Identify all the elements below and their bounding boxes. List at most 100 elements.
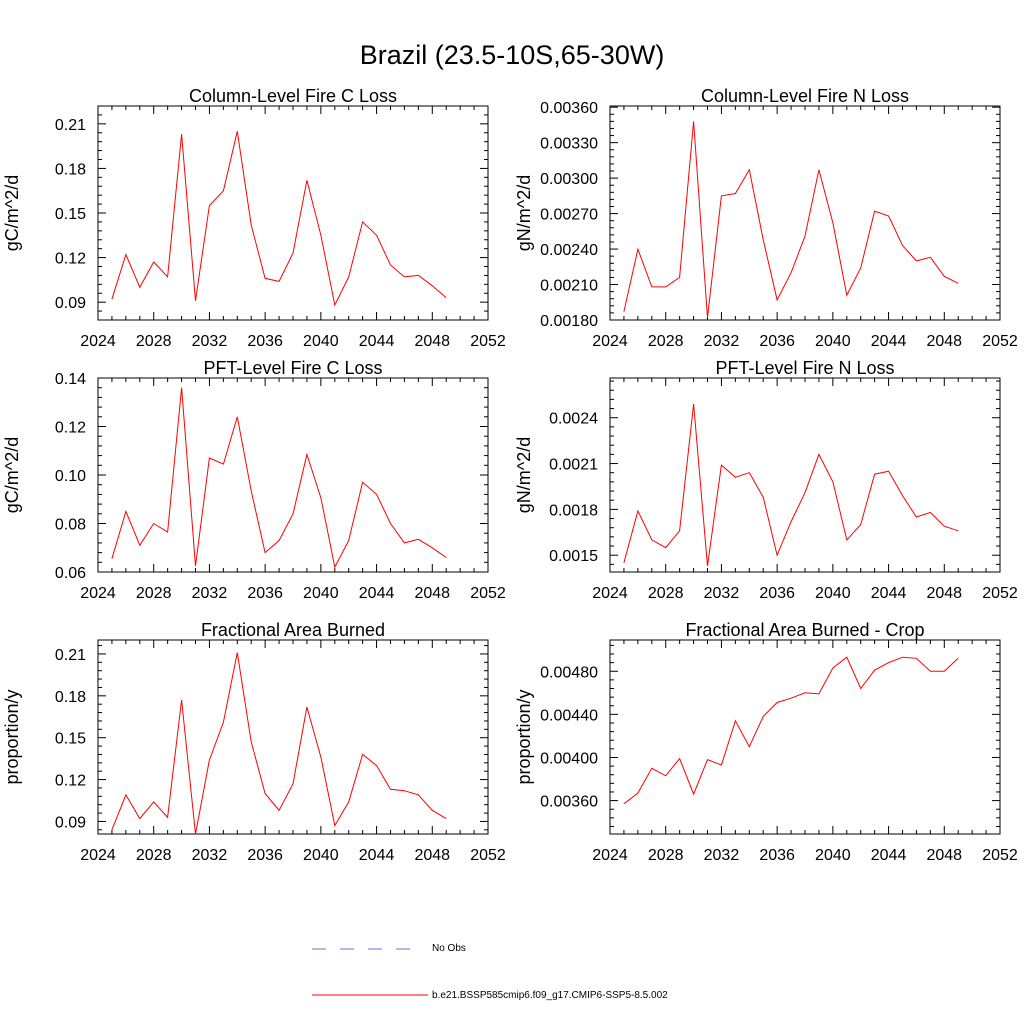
x-tick-label: 2044	[871, 333, 907, 350]
x-tick-label: 2028	[136, 585, 172, 602]
x-tick-label: 2048	[414, 847, 450, 864]
series-line	[111, 387, 447, 569]
y-tick-label: 0.00240	[540, 242, 598, 259]
x-tick-label: 2032	[704, 585, 740, 602]
chart-title: Column-Level Fire N Loss	[701, 86, 909, 106]
y-tick-label: 0.10	[55, 468, 86, 485]
y-tick-label: 0.00180	[540, 313, 598, 330]
y-tick-label: 0.09	[55, 814, 86, 831]
y-axis-label: gN/m^2/d	[514, 437, 534, 513]
x-tick-label: 2024	[592, 847, 628, 864]
x-tick-label: 2028	[648, 333, 684, 350]
x-tick-label: 2032	[192, 585, 228, 602]
y-tick-label: 0.00480	[540, 664, 598, 681]
chart-title: PFT-Level Fire N Loss	[715, 358, 894, 378]
chart-title: PFT-Level Fire C Loss	[203, 358, 382, 378]
chart-panel-2: Column-Level Fire N Loss gN/m^2/d 2024 2028…	[514, 86, 1018, 350]
x-tick-label: 2048	[926, 847, 962, 864]
y-tick-label: 0.14	[55, 371, 86, 388]
y-tick-label: 0.06	[55, 565, 86, 582]
y-tick-label: 0.12	[55, 251, 86, 268]
y-tick-label: 0.12	[55, 420, 86, 437]
series-line	[623, 403, 959, 566]
y-tick-label: 0.00210	[540, 278, 598, 295]
y-tick-label: 0.00360	[540, 794, 598, 811]
y-axis-label: proportion/y	[514, 689, 534, 784]
x-tick-label: 2048	[926, 333, 962, 350]
legend-label-no-obs: No Obs	[432, 943, 466, 954]
x-tick-label: 2044	[871, 847, 907, 864]
x-tick-label: 2024	[80, 333, 116, 350]
figure-title: Brazil (23.5-10S,65-30W)	[359, 40, 665, 70]
x-tick-label: 2052	[982, 585, 1018, 602]
series-line	[623, 121, 959, 318]
x-tick-label: 2028	[136, 847, 172, 864]
x-tick-label: 2036	[247, 847, 283, 864]
x-tick-label: 2048	[414, 333, 450, 350]
plot-frame	[609, 105, 1001, 321]
y-tick-label: 0.21	[55, 117, 86, 134]
y-tick-label: 0.00440	[540, 707, 598, 724]
x-tick-label: 2040	[303, 333, 339, 350]
x-tick-label: 2036	[759, 333, 795, 350]
series-line	[111, 652, 447, 835]
y-tick-label: 0.00400	[540, 750, 598, 767]
x-tick-label: 2036	[759, 585, 795, 602]
x-tick-label: 2024	[592, 333, 628, 350]
x-tick-label: 2032	[192, 847, 228, 864]
y-tick-label: 0.0018	[549, 502, 598, 519]
plot-frame	[609, 639, 1001, 835]
x-tick-label: 2032	[192, 333, 228, 350]
y-axis-label: proportion/y	[2, 689, 22, 784]
x-tick-label: 2052	[982, 847, 1018, 864]
chart-title: Column-Level Fire C Loss	[189, 86, 397, 106]
x-tick-label: 2040	[815, 333, 851, 350]
chart-panel-5: Fractional Area Burned proportion/y 2024 20…	[2, 620, 506, 864]
x-tick-label: 2040	[815, 585, 851, 602]
x-tick-label: 2024	[80, 847, 116, 864]
y-tick-label: 0.12	[55, 773, 86, 790]
y-tick-label: 0.08	[55, 517, 86, 534]
chart-panel-6: Fractional Area Burned - Crop proportion/…	[514, 620, 1018, 864]
x-tick-label: 2028	[136, 333, 172, 350]
x-tick-label: 2036	[759, 847, 795, 864]
x-tick-label: 2044	[359, 333, 395, 350]
chart-title: Fractional Area Burned - Crop	[685, 620, 924, 640]
x-tick-label: 2040	[303, 847, 339, 864]
y-tick-label: 0.09	[55, 295, 86, 312]
x-tick-label: 2052	[470, 847, 506, 864]
x-tick-label: 2048	[414, 585, 450, 602]
x-tick-label: 2040	[815, 847, 851, 864]
x-tick-label: 2024	[80, 585, 116, 602]
x-tick-label: 2036	[247, 333, 283, 350]
y-axis-label: gC/m^2/d	[2, 437, 22, 513]
legend-swatch-model-run	[312, 994, 428, 996]
x-tick-label: 2044	[359, 585, 395, 602]
y-axis-label: gC/m^2/d	[2, 175, 22, 251]
plot-frame	[609, 377, 1001, 573]
x-tick-label: 2028	[648, 585, 684, 602]
y-axis-label: gN/m^2/d	[514, 175, 534, 251]
y-tick-label: 0.15	[55, 206, 86, 223]
y-tick-label: 0.0024	[549, 411, 598, 428]
chart-panel-1: Column-Level Fire C Loss gC/m^2/d 2024 2028…	[2, 86, 506, 350]
series-line	[623, 656, 959, 805]
x-tick-label: 2044	[871, 585, 907, 602]
y-tick-label: 0.00360	[540, 100, 598, 117]
x-tick-label: 2048	[926, 585, 962, 602]
y-tick-label: 0.00270	[540, 207, 598, 224]
y-tick-label: 0.15	[55, 731, 86, 748]
y-tick-label: 0.18	[55, 161, 86, 178]
x-tick-label: 2028	[648, 847, 684, 864]
x-tick-label: 2032	[704, 847, 740, 864]
legend-swatch-no-obs	[312, 948, 418, 950]
chart-panel-3: PFT-Level Fire C Loss gC/m^2/d 2024 2028 203…	[2, 358, 506, 602]
x-tick-label: 2052	[470, 333, 506, 350]
x-tick-label: 2032	[704, 333, 740, 350]
chart-title: Fractional Area Burned	[201, 620, 385, 640]
y-tick-label: 0.18	[55, 689, 86, 706]
chart-panel-4: PFT-Level Fire N Loss gN/m^2/d 2024 2028 203…	[514, 358, 1018, 602]
x-tick-label: 2052	[982, 333, 1018, 350]
y-tick-label: 0.00300	[540, 171, 598, 188]
